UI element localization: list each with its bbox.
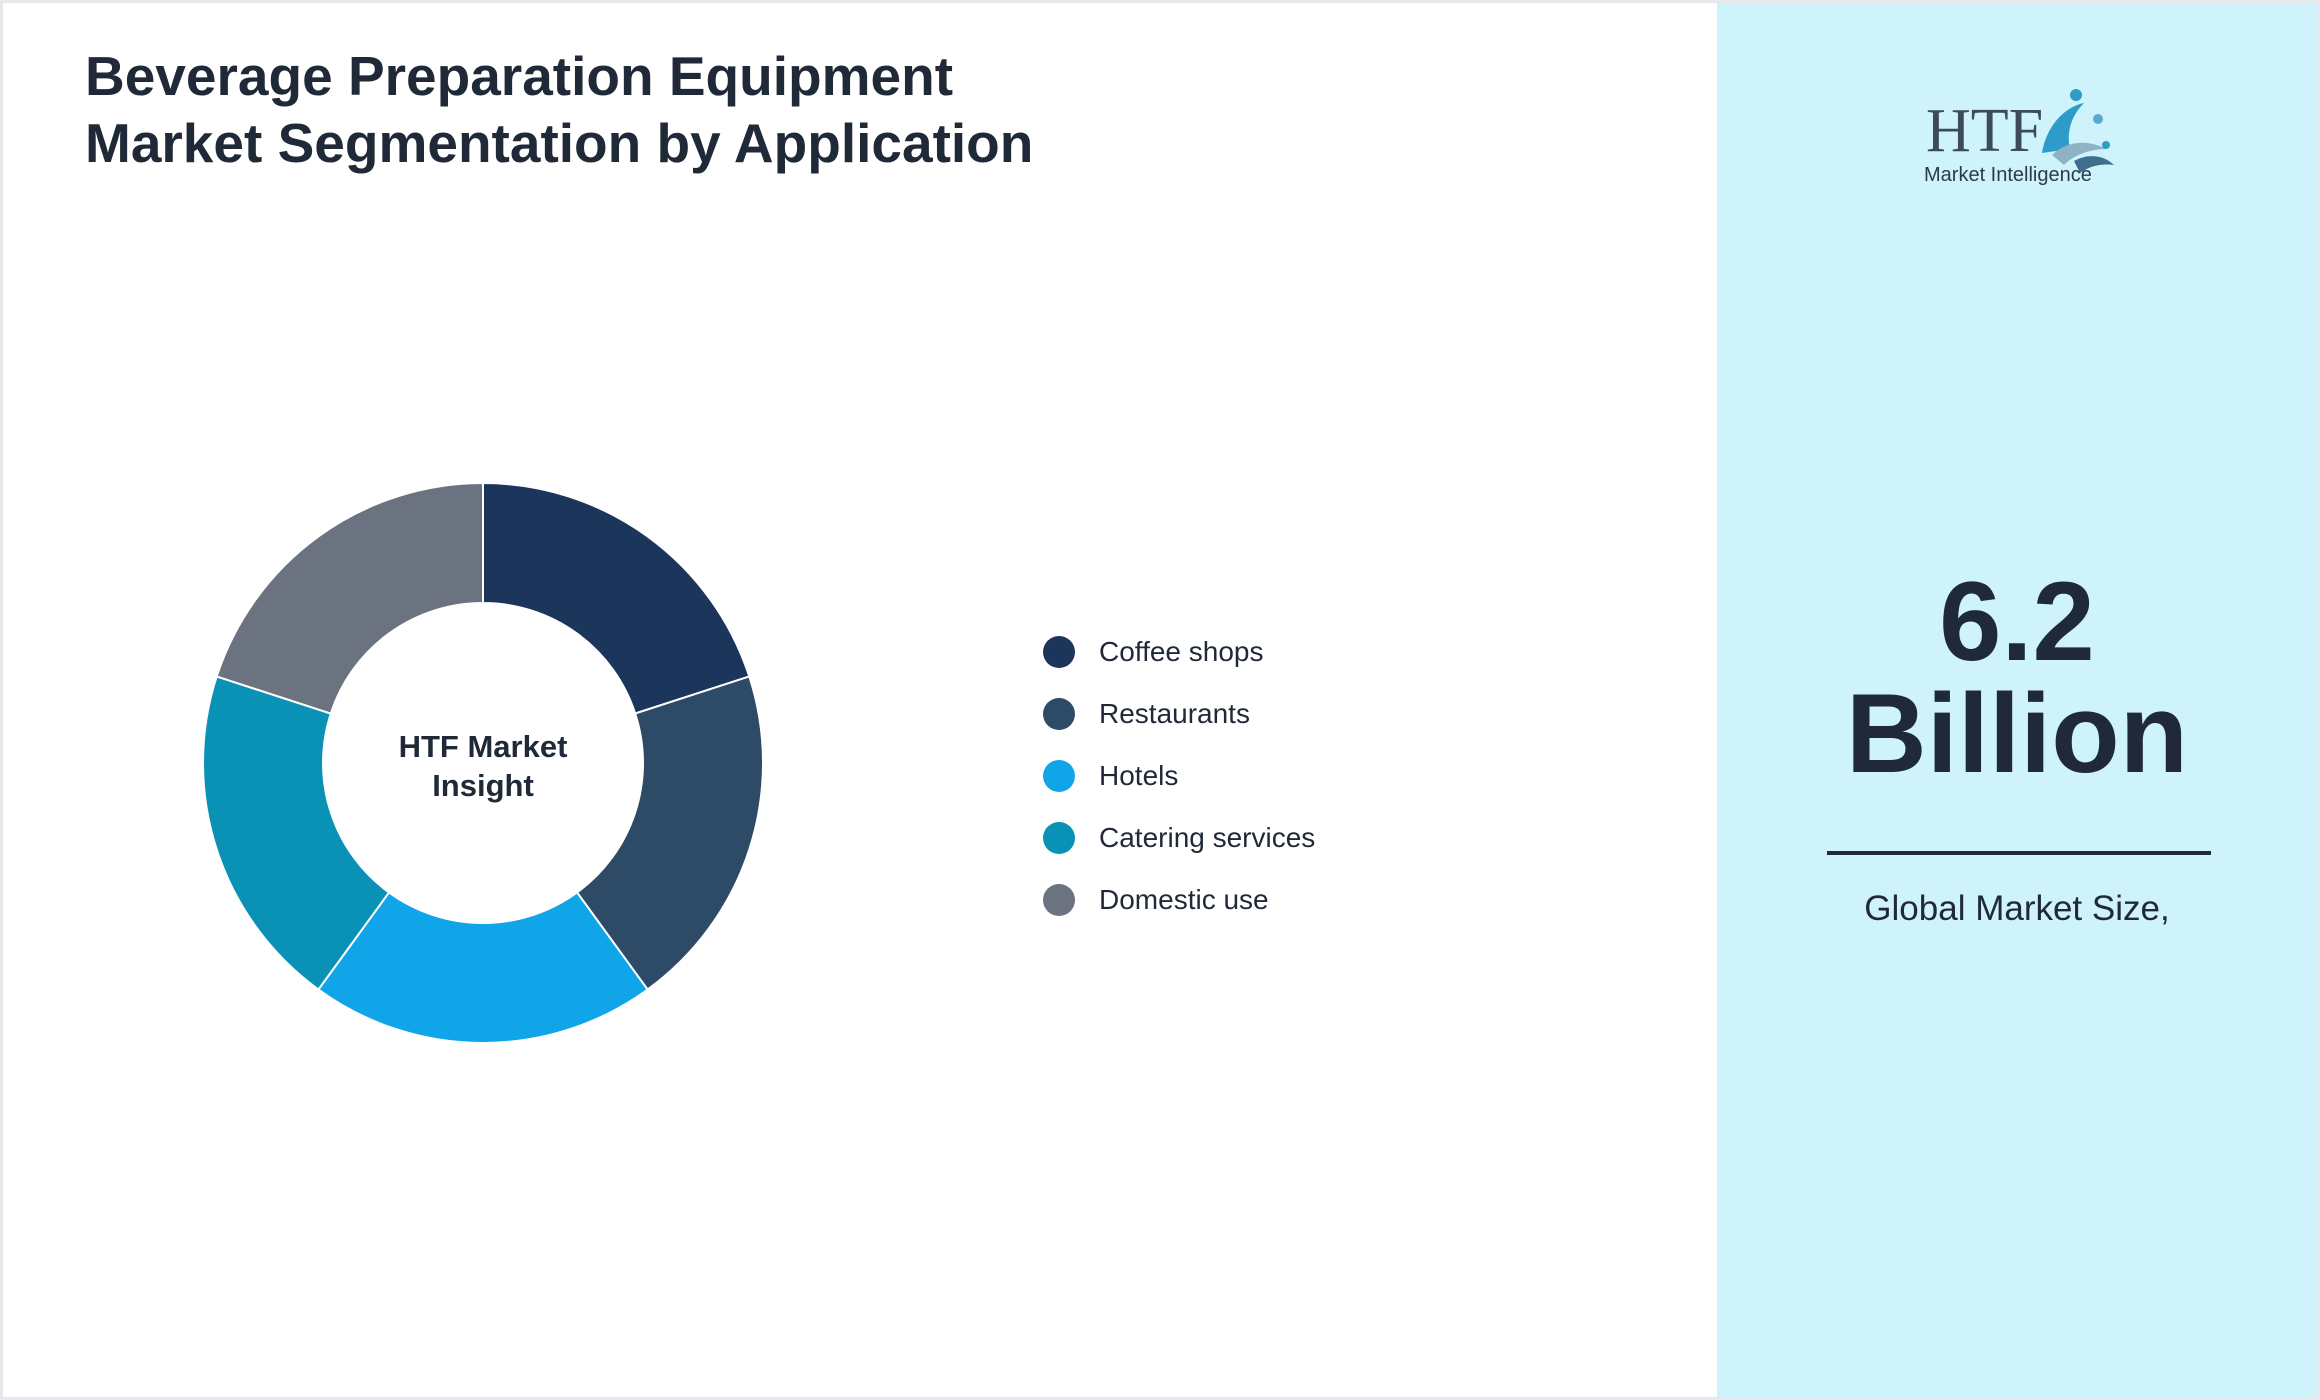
donut-chart: HTF Market Insight: [202, 481, 764, 1045]
donut-slice-1: [575, 675, 764, 991]
legend-label: Coffee shops: [1099, 636, 1264, 667]
legend-label: Domestic use: [1099, 884, 1269, 915]
legend-label: Restaurants: [1099, 698, 1250, 729]
legend-swatch: [1043, 636, 1075, 668]
chart-legend: Coffee shops Restaurants Hotels Catering se…: [1043, 621, 1543, 931]
legend-swatch: [1043, 760, 1075, 792]
logo-tagline: Market Intelligence: [1924, 164, 2092, 186]
divider: [1827, 851, 2211, 855]
legend-item: Catering services: [1043, 807, 1543, 869]
legend-swatch: [1043, 822, 1075, 854]
legend-item: Hotels: [1043, 745, 1543, 807]
market-size-caption: Global Market Size,: [1864, 889, 2170, 928]
donut-slice-0: [482, 481, 751, 715]
legend-swatch: [1043, 884, 1075, 916]
report-card: Beverage Preparation Equipment Market Se…: [3, 3, 2317, 1397]
market-size-unit: Billion: [1845, 671, 2189, 796]
legend-label: Catering services: [1099, 822, 1316, 853]
legend-item: Coffee shops: [1043, 621, 1543, 683]
donut-center-label-line-1: HTF Market: [399, 729, 568, 764]
legend-item: Domestic use: [1043, 869, 1543, 931]
logo-emblem-icon: [2042, 89, 2114, 173]
htf-logo: HTF Market Intelligence: [1924, 89, 2114, 186]
chart-panel: Beverage Preparation Equipment Market Se…: [3, 3, 1717, 1397]
legend-item: Restaurants: [1043, 683, 1543, 745]
legend-swatch: [1043, 698, 1075, 730]
legend-label: Hotels: [1099, 760, 1179, 791]
market-size-panel: HTF Market Intelligence 6.2 Billion Glob…: [1717, 3, 2317, 1397]
donut-slices: [202, 481, 764, 1045]
logo-monogram: HTF: [1926, 97, 2043, 165]
donut-slice-2: [317, 891, 649, 1045]
donut-slice-3: [202, 675, 391, 991]
market-size-value: 6.2: [1939, 559, 2095, 684]
page-title: Beverage Preparation Equipment Market Se…: [85, 45, 1034, 174]
donut-slice-4: [215, 481, 484, 715]
donut-center-label-line-2: Insight: [432, 768, 534, 803]
